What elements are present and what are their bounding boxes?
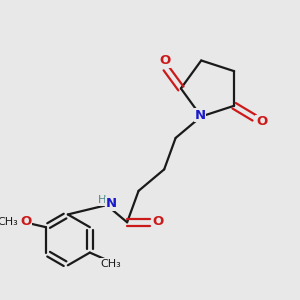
Text: N: N xyxy=(106,197,117,210)
Text: H: H xyxy=(98,195,106,205)
Text: N: N xyxy=(194,109,206,122)
Text: O: O xyxy=(256,115,267,128)
Text: O: O xyxy=(152,215,164,228)
Text: O: O xyxy=(159,54,170,68)
Text: CH₃: CH₃ xyxy=(100,259,121,269)
Text: O: O xyxy=(20,215,32,228)
Text: CH₃: CH₃ xyxy=(0,217,18,227)
